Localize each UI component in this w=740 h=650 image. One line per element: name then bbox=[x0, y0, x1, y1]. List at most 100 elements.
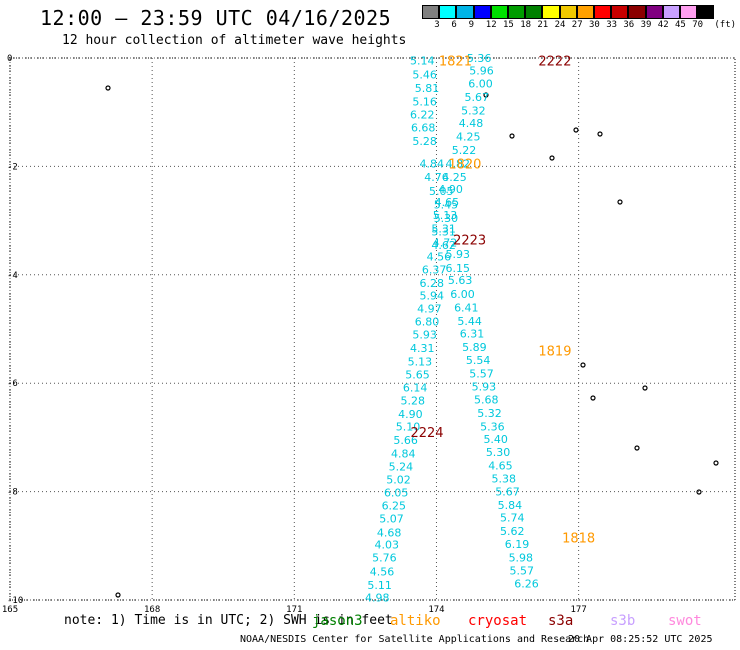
color-scale-swatch bbox=[456, 5, 474, 19]
satellite-legend-item: swot bbox=[668, 613, 702, 629]
wave-height-point: 4.03 bbox=[374, 539, 399, 552]
track-label: 1818 bbox=[562, 532, 595, 547]
color-scale-label: 18 bbox=[520, 20, 532, 30]
wave-height-point: 4.25 bbox=[456, 131, 481, 144]
island-outline bbox=[115, 592, 121, 598]
wave-height-point: 5.89 bbox=[462, 341, 487, 354]
wave-height-point: 5.74 bbox=[500, 512, 525, 525]
color-scale-label: 42 bbox=[657, 20, 669, 30]
wave-height-point: 5.36 bbox=[480, 421, 505, 434]
wave-height-point: 5.24 bbox=[389, 461, 414, 474]
color-scale-swatch bbox=[542, 5, 560, 19]
chart-subtitle: 12 hour collection of altimeter wave hei… bbox=[62, 33, 407, 48]
wave-height-point: 6.68 bbox=[411, 121, 436, 134]
track-label: 2222 bbox=[538, 55, 571, 70]
wave-height-point: 6.00 bbox=[450, 288, 475, 301]
island-outline bbox=[617, 199, 623, 205]
color-scale-label: 9 bbox=[468, 20, 475, 30]
wave-height-point: 5.05 bbox=[429, 185, 454, 198]
color-scale-label: 3 bbox=[434, 20, 440, 30]
wave-height-point: 5.65 bbox=[405, 369, 430, 382]
wave-height-point: 5.11 bbox=[367, 579, 392, 592]
wave-height-point: 6.26 bbox=[514, 578, 539, 591]
wave-height-point: 5.98 bbox=[509, 552, 534, 565]
color-scale-label: 33 bbox=[606, 20, 618, 30]
wave-height-point: 4.25 bbox=[442, 171, 467, 184]
island-outline bbox=[597, 131, 603, 137]
footer-note: note: 1) Time is in UTC; 2) SWH is in fe… bbox=[64, 613, 393, 628]
wave-height-point: 5.63 bbox=[448, 274, 473, 287]
track-label: 1820 bbox=[448, 158, 481, 173]
x-tick-label: 168 bbox=[144, 605, 160, 615]
color-scale-swatch bbox=[611, 5, 629, 19]
wave-height-point: 5.46 bbox=[412, 68, 437, 81]
wave-height-point: 5.13 bbox=[433, 209, 458, 222]
wave-height-point: 5.30 bbox=[434, 212, 459, 225]
color-scale-label: 12 bbox=[485, 20, 497, 30]
wave-height-point: 5.13 bbox=[408, 356, 433, 369]
wave-height-point: 6.19 bbox=[505, 538, 530, 551]
wave-height-point: 5.16 bbox=[412, 95, 437, 108]
wave-height-point: 4.62 bbox=[431, 239, 456, 252]
island-outline bbox=[549, 155, 555, 161]
wave-height-point: 5.22 bbox=[452, 144, 477, 157]
wave-height-point: 5.07 bbox=[379, 513, 404, 526]
wave-height-point: 5.67 bbox=[464, 91, 489, 104]
wave-height-point: 4.84 bbox=[391, 448, 416, 461]
island-outline bbox=[580, 362, 586, 368]
chart-title: 12:00 — 23:59 UTC 04/16/2025 bbox=[40, 6, 392, 30]
color-scale-swatch bbox=[559, 5, 577, 19]
wave-height-point: 4.65 bbox=[488, 460, 513, 473]
wave-height-point: 5.44 bbox=[457, 315, 482, 328]
satellite-legend-item: s3a bbox=[548, 613, 574, 629]
track-label: 1819 bbox=[538, 345, 571, 360]
y-tick-label: 0 bbox=[7, 54, 12, 64]
wave-height-point: 6.14 bbox=[403, 382, 428, 395]
wave-height-point: 5.66 bbox=[393, 434, 418, 447]
color-scale-swatch bbox=[525, 5, 543, 19]
wave-height-point: 5.40 bbox=[483, 433, 508, 446]
island-outline bbox=[573, 127, 579, 133]
y-tick-label: -8 bbox=[7, 488, 18, 498]
wave-height-point: 5.57 bbox=[469, 367, 494, 380]
color-scale-label: 27 bbox=[571, 20, 583, 30]
wave-height-point: 4.82 bbox=[446, 158, 471, 171]
color-scale-label: 36 bbox=[623, 20, 635, 30]
island-outline bbox=[509, 133, 515, 139]
color-scale-label: 15 bbox=[503, 20, 514, 30]
wave-height-point: 5.30 bbox=[486, 446, 511, 459]
x-tick-label: 177 bbox=[570, 605, 586, 615]
track-label: 2224 bbox=[410, 426, 443, 441]
wave-height-point: 5.68 bbox=[474, 393, 499, 406]
wave-height-point: 5.10 bbox=[396, 421, 421, 434]
wave-height-point: 5.76 bbox=[372, 552, 397, 565]
wave-height-point: 5.93 bbox=[472, 380, 497, 393]
satellite-legend-item: jason3 bbox=[312, 613, 363, 629]
wave-height-point: 6.28 bbox=[419, 277, 444, 290]
wave-height-point: 5.14 bbox=[410, 55, 435, 68]
island-outline bbox=[483, 92, 489, 98]
wave-height-point: 5.28 bbox=[412, 135, 437, 148]
wave-height-point: 4.48 bbox=[459, 117, 484, 130]
wave-height-point: 6.22 bbox=[410, 108, 435, 121]
wave-height-point: 6.05 bbox=[384, 487, 409, 500]
color-scale-label: 21 bbox=[537, 20, 549, 30]
track-label: 2223 bbox=[453, 234, 486, 249]
wave-height-point: 5.38 bbox=[492, 473, 517, 486]
color-scale-label: 39 bbox=[640, 20, 652, 30]
satellite-legend-item: s3b bbox=[610, 613, 636, 629]
color-scale-swatch bbox=[594, 5, 612, 19]
track-label: 1821 bbox=[439, 55, 472, 70]
wave-height-point: 6.31 bbox=[460, 327, 485, 340]
credit-text: NOAA/NESDIS Center for Satellite Applica… bbox=[240, 634, 590, 645]
wave-height-point: 6.80 bbox=[415, 315, 440, 328]
timestamp-text: 20 Apr 08:25:52 UTC 2025 bbox=[568, 634, 713, 645]
wave-height-point: 5.67 bbox=[495, 486, 520, 499]
wave-height-point: 5.81 bbox=[415, 82, 440, 95]
wave-height-point: 4.98 bbox=[365, 591, 390, 604]
color-scale-label: 24 bbox=[554, 20, 566, 30]
x-tick-label: 174 bbox=[428, 605, 444, 615]
island-outline bbox=[713, 460, 719, 466]
island-outline bbox=[696, 489, 702, 495]
